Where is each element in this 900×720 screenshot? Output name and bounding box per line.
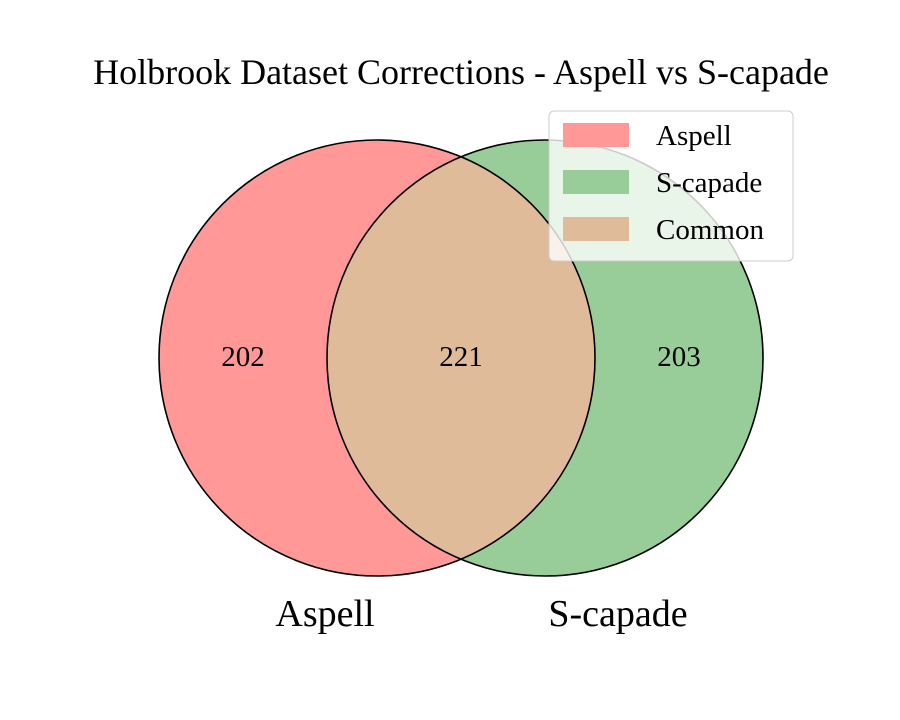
intersection-value: 221 xyxy=(439,341,483,373)
set-b-label: S-capade xyxy=(548,593,687,635)
set-a-only-value: 202 xyxy=(221,341,265,373)
set-b-only-value: 203 xyxy=(657,341,701,373)
set-a-outline xyxy=(158,139,596,577)
legend-swatch-aspell xyxy=(563,123,629,147)
legend-label-common: Common xyxy=(656,214,764,246)
legend-label-s-capade: S-capade xyxy=(656,167,762,199)
legend-swatch-s-capade xyxy=(563,170,629,194)
set-a-label: Aspell xyxy=(275,593,374,635)
legend-swatch-common xyxy=(563,217,629,241)
legend: Aspell S-capade Common xyxy=(548,110,794,262)
legend-label-aspell: Aspell xyxy=(656,120,732,152)
intersection-region xyxy=(327,140,595,576)
set-b-outline xyxy=(326,139,764,577)
chart-title: Holbrook Dataset Corrections - Aspell vs… xyxy=(93,52,829,92)
